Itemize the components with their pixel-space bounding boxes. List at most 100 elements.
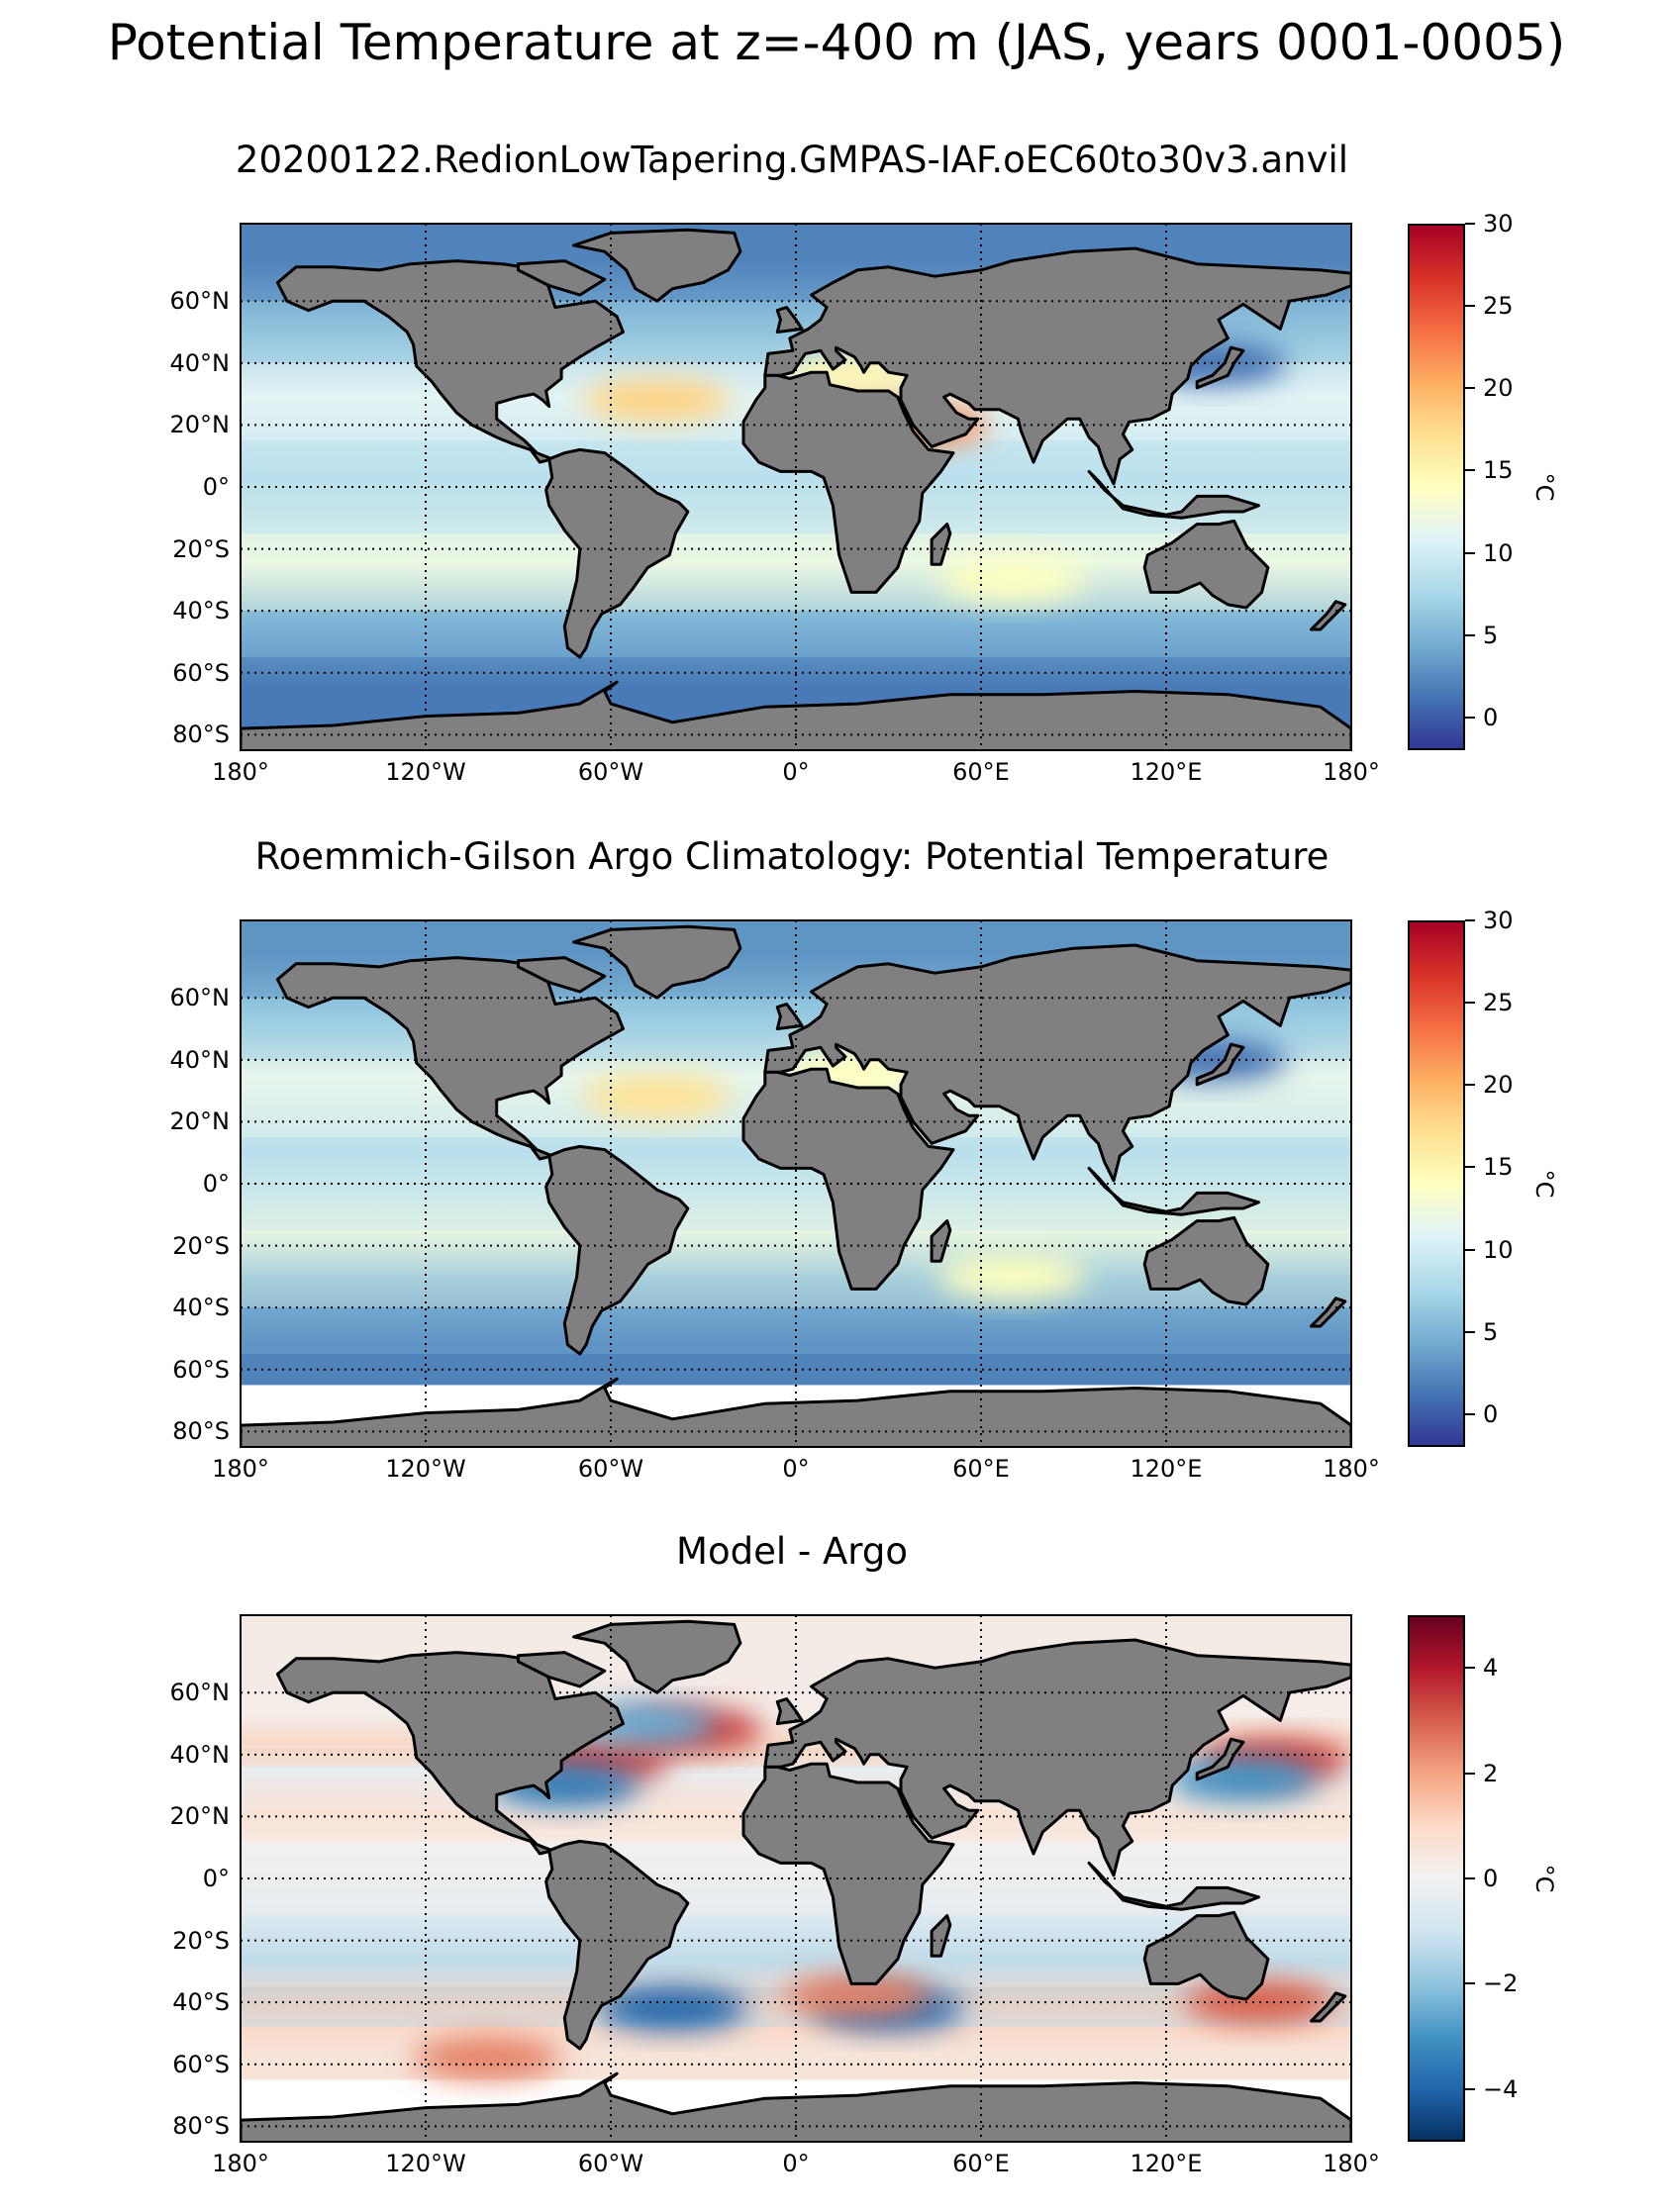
anomaly-4 <box>937 557 1087 602</box>
colorbar-tick-label: 5 <box>1483 1317 1499 1346</box>
colorbar-tick-mark <box>1465 305 1475 308</box>
anomaly-1 <box>582 1075 732 1119</box>
lon-tick-label: 0° <box>782 1455 810 1483</box>
uk-landmass <box>775 1697 804 1725</box>
lat-tick-label: 20°S <box>172 1231 230 1260</box>
colorbar-tick-label: 25 <box>1483 292 1514 321</box>
map-panel-1 <box>240 223 1352 751</box>
lat-tick-label: 80°S <box>172 721 230 749</box>
colorbar-tick-label: 30 <box>1483 210 1514 238</box>
figure-title: Potential Temperature at z=-400 m (JAS, … <box>107 14 1566 71</box>
colorbar-tick-mark <box>1465 716 1475 719</box>
colorbar-tick-label: 2 <box>1483 1759 1499 1787</box>
lat-tick-label: 40°N <box>169 1045 231 1074</box>
south-america-landmass <box>544 1144 690 1356</box>
new-zealand-landmass <box>1310 600 1347 631</box>
colorbar-tick-mark <box>1465 1248 1475 1251</box>
lat-tick-label: 60°N <box>169 287 231 316</box>
lat-tick-label: 80°S <box>172 2112 230 2141</box>
colorbar-unit-label: °C <box>1530 472 1558 502</box>
panel-title-1: 20200122.RedionLowTapering.GMPAS-IAF.oEC… <box>235 139 1349 181</box>
colorbar-tick-mark <box>1465 1772 1475 1775</box>
lat-tick-label: 60°S <box>172 2050 230 2078</box>
colorbar-tick-label: 30 <box>1483 907 1514 934</box>
eurasia-africa-landmass <box>741 1067 955 1291</box>
south-america-landmass <box>544 447 690 659</box>
lon-tick-label: 0° <box>782 758 810 786</box>
lat-tick-label: 60°N <box>169 1679 231 1707</box>
lon-tick-label: 180° <box>1323 758 1380 786</box>
colorbar-gradient <box>1408 1615 1465 2142</box>
map-frame <box>240 919 1352 1448</box>
eurasia-landmass <box>763 1638 1351 1877</box>
lat-tick-label: 40°S <box>172 597 230 625</box>
colorbar-tick-mark <box>1465 551 1475 554</box>
madagascar-landmass <box>930 1914 952 1958</box>
lat-tick-label: 20°N <box>169 1107 231 1136</box>
colorbar-tick-mark <box>1465 1330 1475 1333</box>
anomaly-1 <box>582 378 732 423</box>
colorbar-tick-mark <box>1465 1877 1475 1879</box>
lon-tick-label: 60°W <box>577 2150 644 2177</box>
map-svg-1 <box>240 223 1352 751</box>
lat-tick-label: 40°S <box>172 1294 230 1322</box>
japan-landmass <box>1195 1042 1245 1087</box>
colorbar-tick-label: 10 <box>1483 1235 1514 1264</box>
colorbar-tick-mark <box>1465 223 1475 225</box>
lon-tick-label: 180° <box>212 2150 269 2177</box>
australia-landmass <box>1142 1215 1270 1306</box>
baffin-island-landmass <box>517 956 607 994</box>
colorbar-svg <box>1408 920 1465 1447</box>
eurasia-landmass <box>763 943 1351 1183</box>
arabia-india-indonesia-islands <box>1087 1166 1260 1216</box>
lat-tick-label: 60°N <box>169 984 231 1012</box>
lon-tick-label: 180° <box>1323 2150 1380 2177</box>
lon-tick-label: 180° <box>1323 1455 1380 1483</box>
anomaly-3 <box>937 1254 1087 1298</box>
greenland-landmass <box>572 228 742 303</box>
lon-tick-label: 180° <box>212 1455 269 1483</box>
colorbar-tick-label: 15 <box>1483 1153 1514 1182</box>
greenland-landmass <box>572 924 742 1000</box>
baffin-island-landmass <box>517 259 607 297</box>
lon-tick-label: 180° <box>212 758 269 786</box>
baffin-island-landmass <box>517 1651 607 1688</box>
colorbar-tick-label: 15 <box>1483 456 1514 485</box>
map-panel-3 <box>240 1614 1352 2143</box>
japan-landmass <box>1195 1737 1245 1781</box>
map-svg-2 <box>240 919 1352 1448</box>
lon-tick-label: 120°E <box>1130 758 1203 786</box>
colorbar-tick-label: 10 <box>1483 538 1514 567</box>
colorbar-tick-mark <box>1465 1084 1475 1087</box>
anomaly-9 <box>783 1973 933 2018</box>
colorbar-tick-label: 0 <box>1483 1865 1499 1892</box>
panel-title-2: Roemmich-Gilson Argo Climatology: Potent… <box>254 835 1329 878</box>
greenland-landmass <box>572 1619 742 1694</box>
madagascar-landmass <box>930 523 952 566</box>
lat-tick-label: 40°N <box>169 1740 231 1769</box>
eurasia-africa-landmass <box>741 370 955 594</box>
colorbar-3 <box>1408 1615 1465 2142</box>
panel-title-3: Model - Argo <box>676 1530 908 1573</box>
map-frame <box>240 223 1352 751</box>
lat-tick-label: 20°N <box>169 411 231 439</box>
colorbar-svg <box>1408 1615 1465 2142</box>
lon-tick-label: 0° <box>782 2150 810 2177</box>
colorbar-tick-label: 25 <box>1483 989 1514 1017</box>
colorbar-tick-label: 0 <box>1483 703 1499 731</box>
lat-tick-label: 0° <box>202 1865 230 1892</box>
colorbar-tick-mark <box>1465 1002 1475 1005</box>
lon-tick-label: 60°W <box>577 1455 644 1483</box>
lon-tick-label: 120°W <box>385 758 466 786</box>
madagascar-landmass <box>930 1219 952 1263</box>
lon-tick-label: 60°E <box>952 2150 1010 2177</box>
lat-tick-label: 0° <box>202 473 230 501</box>
colorbar-tick-label: 20 <box>1483 1071 1514 1100</box>
lon-tick-label: 120°E <box>1130 1455 1203 1483</box>
arabia-india-indonesia-islands <box>1087 1861 1260 1911</box>
colorbar-tick-mark <box>1465 469 1475 472</box>
new-zealand-landmass <box>1310 1991 1347 2023</box>
colorbar-1 <box>1408 224 1465 750</box>
arabia-india-indonesia-islands <box>1087 469 1260 520</box>
colorbar-unit-label: °C <box>1530 1864 1558 1893</box>
